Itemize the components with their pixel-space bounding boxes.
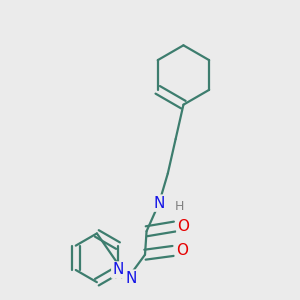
Text: H: H: [175, 200, 184, 213]
Text: N: N: [112, 262, 124, 278]
Text: N: N: [125, 271, 136, 286]
Text: H: H: [114, 269, 123, 282]
Text: O: O: [176, 243, 188, 258]
Text: N: N: [153, 196, 165, 211]
Text: O: O: [177, 219, 189, 234]
